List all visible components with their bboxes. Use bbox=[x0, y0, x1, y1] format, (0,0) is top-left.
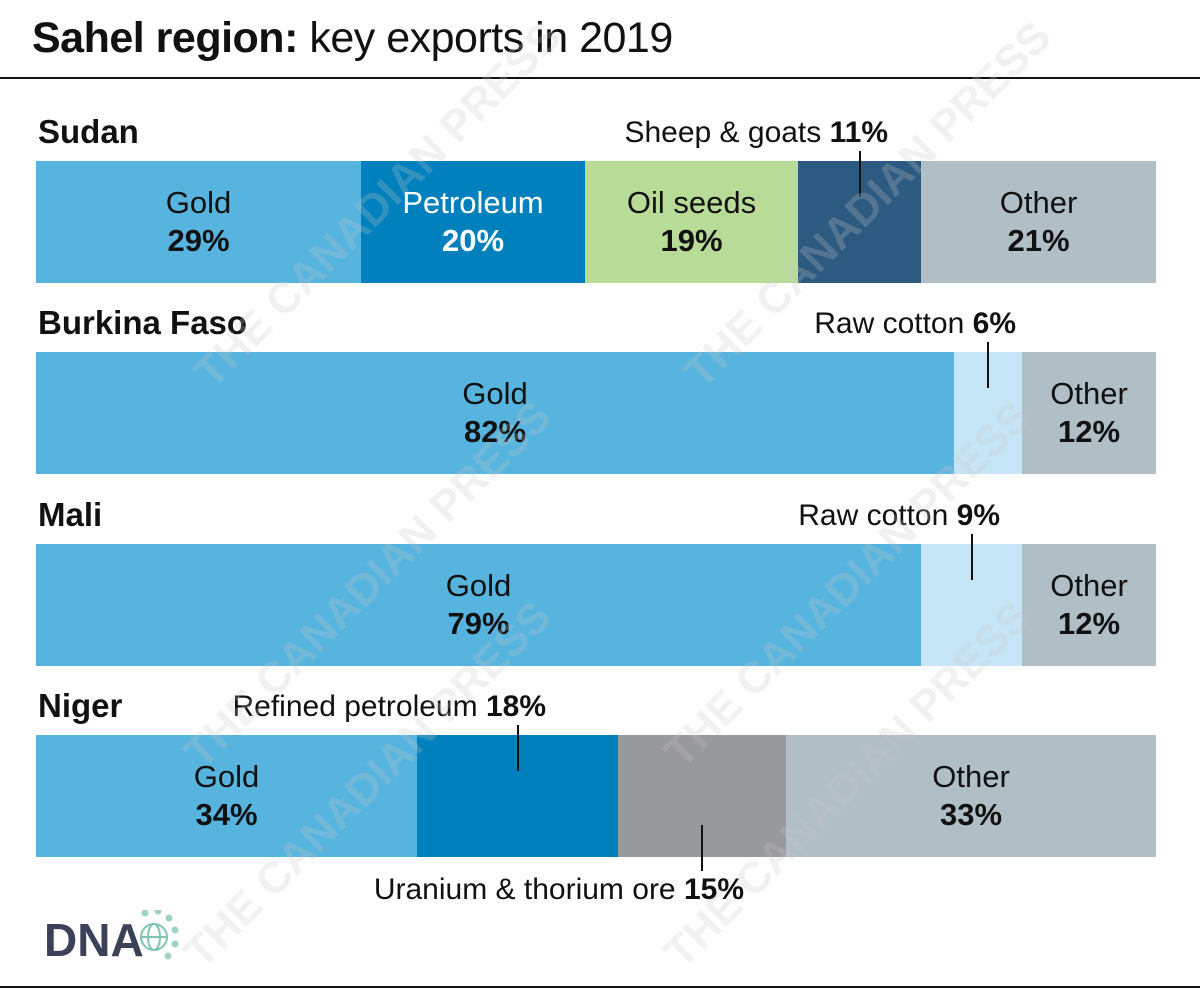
bar-segment-other: Other 12% bbox=[1022, 352, 1156, 474]
bar-segment-other: Other 33% bbox=[786, 735, 1156, 857]
segment-value: 34% bbox=[195, 797, 258, 832]
bar-segment-petroleum: Petroleum 20% bbox=[361, 161, 585, 283]
title-bold: Sahel region: bbox=[32, 14, 298, 62]
segment-label: Other bbox=[1050, 568, 1128, 603]
country-label: Mali bbox=[38, 496, 103, 533]
callout-value: 18% bbox=[485, 690, 546, 723]
segment-label: Petroleum bbox=[402, 185, 544, 220]
segment-label: Gold bbox=[165, 185, 232, 220]
svg-text:DNA: DNA bbox=[44, 914, 144, 966]
callout-value: 11% bbox=[829, 116, 888, 149]
segment-value: 19% bbox=[660, 223, 723, 258]
callout-label: Sheep & goats 11% bbox=[624, 116, 888, 150]
callout-name: Raw cotton bbox=[814, 307, 973, 340]
callout-name: Uranium & thorium ore bbox=[373, 873, 684, 906]
bar-segment-other: Other 21% bbox=[921, 161, 1156, 283]
segment-label: Other bbox=[1050, 376, 1128, 411]
callout-name: Raw cotton bbox=[798, 499, 957, 532]
chart-title: Sahel region: key exports in 2019 bbox=[32, 14, 673, 63]
segment-label: Gold bbox=[445, 568, 512, 603]
segment-label: Other bbox=[932, 759, 1010, 794]
segment-value: 21% bbox=[1007, 223, 1070, 258]
callout-name: Sheep & goats bbox=[624, 116, 830, 149]
bar-segment-oil-seeds: Oil seeds 19% bbox=[585, 161, 798, 283]
title-rule bbox=[0, 77, 1200, 79]
leader-line bbox=[971, 534, 973, 580]
segment-value: 29% bbox=[167, 223, 230, 258]
segment-value: 20% bbox=[441, 223, 505, 258]
callout-label: Refined petroleum 18% bbox=[232, 690, 546, 724]
segment-label: Gold bbox=[193, 759, 260, 794]
segment-value: 12% bbox=[1057, 606, 1121, 641]
title-rest: key exports in 2019 bbox=[297, 14, 673, 62]
callout-label: Uranium & thorium ore 15% bbox=[374, 873, 744, 907]
leader-line bbox=[859, 151, 861, 197]
callout-value: 6% bbox=[972, 307, 1016, 340]
segment-label: Oil seeds bbox=[626, 185, 757, 220]
bar-segment-other: Other 12% bbox=[1022, 544, 1156, 666]
callout-value: 9% bbox=[956, 499, 1000, 532]
leader-line bbox=[701, 825, 703, 871]
segment-value: 82% bbox=[463, 414, 527, 449]
leader-line bbox=[517, 725, 519, 771]
country-label: Sudan bbox=[38, 113, 139, 150]
bar-segment-gold: Gold 29% bbox=[36, 161, 361, 283]
country-label: Niger bbox=[38, 687, 123, 724]
segment-value: 33% bbox=[939, 797, 1003, 832]
bar-segment-gold: Gold 82% bbox=[36, 352, 954, 474]
callout-name: Refined petroleum bbox=[232, 690, 486, 723]
bottom-rule bbox=[0, 986, 1200, 988]
segment-label: Other bbox=[999, 185, 1078, 220]
bar-segment-gold: Gold 34% bbox=[36, 735, 417, 857]
leader-line bbox=[987, 342, 989, 388]
dna-logo: DNA bbox=[44, 907, 194, 975]
callout-label: Raw cotton 9% bbox=[798, 499, 1000, 533]
callout-label: Raw cotton 6% bbox=[814, 307, 1016, 341]
segment-value: 12% bbox=[1057, 414, 1121, 449]
segment-label: Gold bbox=[462, 376, 528, 411]
bar-segment-gold: Gold 79% bbox=[36, 544, 921, 666]
segment-value: 79% bbox=[447, 606, 510, 641]
country-label: Burkina Faso bbox=[38, 304, 248, 341]
callout-value: 15% bbox=[683, 873, 744, 906]
